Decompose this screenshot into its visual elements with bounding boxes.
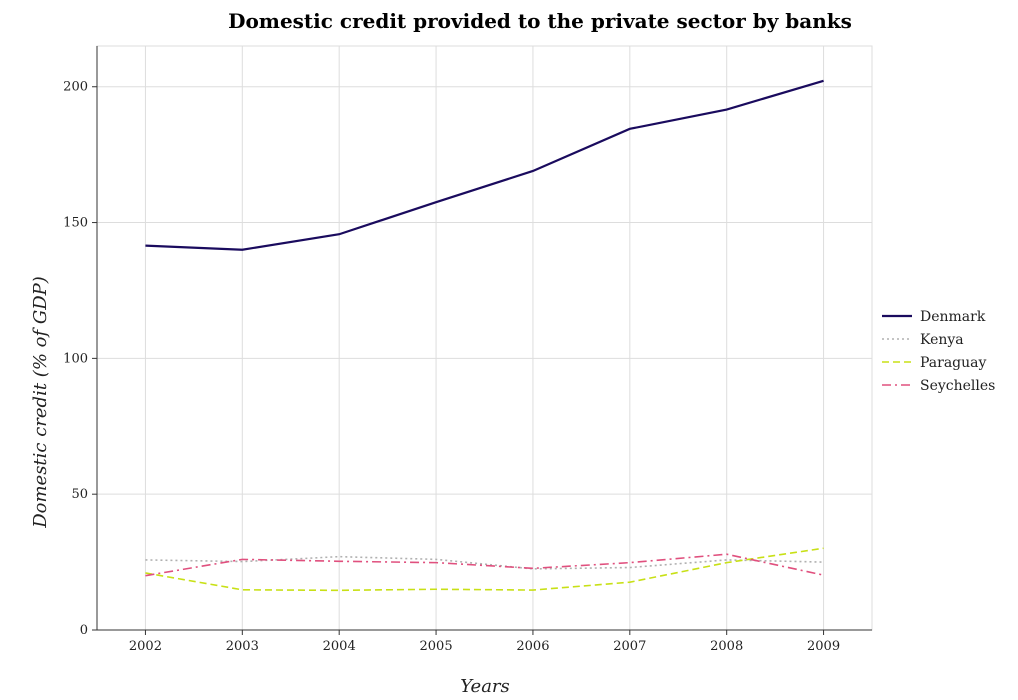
- y-tick-label: 100: [63, 351, 88, 366]
- legend-label-paraguay: Paraguay: [920, 355, 987, 371]
- legend: Denmark Kenya Paraguay Seychelles: [882, 309, 995, 394]
- series-line-seychelles: [145, 553, 824, 577]
- series-line-paraguay: [145, 547, 824, 592]
- x-tick-label: 2002: [129, 639, 162, 654]
- x-tick-label: 2003: [226, 639, 259, 654]
- tick-labels: 0 50 100 150 200 2002 2003 2004 2005 2006 2007 2008…: [63, 80, 840, 654]
- x-tick-label: 2008: [710, 639, 743, 654]
- series-line-denmark: [145, 79, 824, 251]
- legend-label-seychelles: Seychelles: [920, 378, 995, 394]
- plot-frame: [96, 45, 873, 631]
- x-tick-label: 2004: [323, 639, 356, 654]
- chart-title: Domestic credit provided to the private …: [228, 9, 852, 33]
- x-axis-label: Years: [460, 676, 510, 697]
- y-axis-label: Domestic credit (% of GDP): [30, 276, 51, 529]
- legend-label-kenya: Kenya: [920, 332, 964, 348]
- x-tick-label: 2006: [516, 639, 549, 654]
- axes: [92, 46, 872, 635]
- y-tick-label: 50: [71, 487, 88, 502]
- y-tick-label: 200: [63, 80, 88, 95]
- x-tick-label: 2009: [807, 639, 840, 654]
- y-tick-label: 0: [80, 623, 88, 638]
- series-line-kenya: [145, 555, 824, 570]
- grid: [96, 45, 873, 631]
- legend-label-denmark: Denmark: [920, 309, 986, 325]
- x-tick-label: 2007: [613, 639, 646, 654]
- x-tick-label: 2005: [420, 639, 453, 654]
- y-tick-label: 150: [63, 216, 88, 231]
- series-lines: [145, 79, 824, 592]
